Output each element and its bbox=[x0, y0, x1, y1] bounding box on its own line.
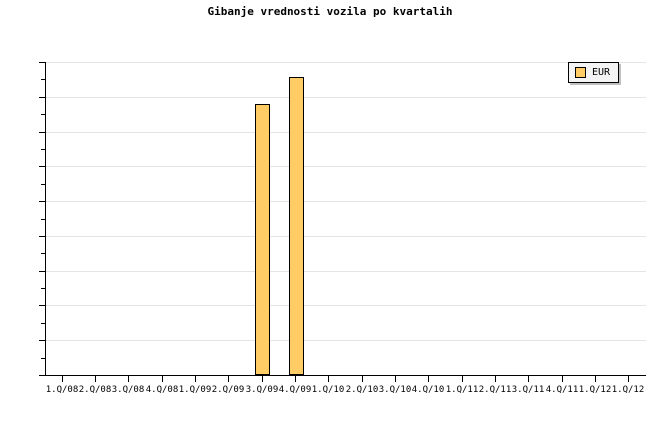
y-axis-minor-tick bbox=[41, 357, 45, 359]
y-axis-minor-tick bbox=[41, 253, 45, 255]
x-axis-label: 4.Q/11 bbox=[545, 385, 579, 395]
x-axis-tick bbox=[395, 376, 396, 382]
x-axis-label: 1.Q/12 bbox=[578, 385, 612, 395]
bar[interactable] bbox=[289, 77, 304, 375]
chart-legend[interactable]: EUR bbox=[568, 62, 620, 83]
x-axis-label: 4.Q/10 bbox=[411, 385, 445, 395]
x-axis-label: 1.Q/11 bbox=[445, 385, 479, 395]
x-axis-label: 1.Q/09 bbox=[178, 385, 212, 395]
y-axis-tick bbox=[39, 375, 45, 376]
x-axis-label: 1.Q/12 bbox=[611, 385, 645, 395]
y-axis-tick bbox=[39, 201, 45, 203]
y-axis-minor-tick bbox=[41, 148, 45, 150]
x-axis-tick bbox=[562, 376, 563, 382]
y-axis-minor-tick bbox=[41, 288, 45, 290]
x-axis-tick bbox=[195, 376, 196, 382]
legend-swatch-eur bbox=[575, 67, 586, 78]
x-axis-tick bbox=[595, 376, 596, 382]
y-axis-tick bbox=[39, 62, 45, 63]
y-axis-minor-tick bbox=[41, 218, 45, 220]
y-axis-tick bbox=[39, 131, 45, 133]
y-axis-tick bbox=[39, 235, 45, 237]
y-axis-minor-tick bbox=[41, 183, 45, 185]
chart-title: Gibanje vrednosti vozila po kvartalih bbox=[207, 5, 453, 18]
x-axis-label: 3.Q/09 bbox=[245, 385, 279, 395]
y-axis-tick bbox=[39, 166, 45, 168]
x-axis-label: 3.Q/11 bbox=[511, 385, 545, 395]
gridline bbox=[46, 97, 646, 98]
gridline bbox=[46, 62, 646, 63]
y-axis-tick bbox=[39, 270, 45, 272]
y-axis: 0100020003000400050006000700080009000 bbox=[0, 0, 45, 440]
gridline bbox=[46, 340, 646, 341]
x-axis-label: 1.Q/08 bbox=[45, 385, 79, 395]
y-axis-minor-tick bbox=[41, 114, 45, 116]
y-axis-minor-tick bbox=[41, 322, 45, 324]
y-axis-tick bbox=[39, 340, 45, 342]
x-axis-tick bbox=[495, 376, 496, 382]
y-axis-minor-tick bbox=[41, 79, 45, 81]
x-axis-label: 2.Q/11 bbox=[478, 385, 512, 395]
x-axis-tick bbox=[62, 376, 63, 382]
x-axis-tick bbox=[228, 376, 229, 382]
y-axis-tick bbox=[39, 96, 45, 98]
x-axis-label: 2.Q/08 bbox=[78, 385, 112, 395]
x-axis-tick bbox=[262, 376, 263, 382]
x-axis-tick bbox=[328, 376, 329, 382]
x-axis-label: 4.Q/08 bbox=[145, 385, 179, 395]
x-axis-tick bbox=[95, 376, 96, 382]
x-axis-tick bbox=[462, 376, 463, 382]
x-axis-label: 2.Q/10 bbox=[345, 385, 379, 395]
gridline bbox=[46, 132, 646, 133]
x-axis-label: 3.Q/10 bbox=[378, 385, 412, 395]
x-axis-tick bbox=[295, 376, 296, 382]
x-axis-label: 3.Q/08 bbox=[111, 385, 145, 395]
gridline bbox=[46, 166, 646, 167]
x-axis-tick bbox=[162, 376, 163, 382]
plot-area bbox=[45, 62, 646, 376]
bar[interactable] bbox=[255, 104, 270, 375]
x-axis-label: 2.Q/09 bbox=[211, 385, 245, 395]
gridline bbox=[46, 201, 646, 202]
x-axis-tick bbox=[362, 376, 363, 382]
gridline bbox=[46, 236, 646, 237]
y-axis-tick bbox=[39, 305, 45, 307]
x-axis-tick bbox=[128, 376, 129, 382]
gridline bbox=[46, 305, 646, 306]
x-axis-label: 4.Q/09 bbox=[278, 385, 312, 395]
x-axis-tick bbox=[628, 376, 629, 382]
gridline bbox=[46, 271, 646, 272]
x-axis-tick bbox=[528, 376, 529, 382]
x-axis-label: 1.Q/10 bbox=[311, 385, 345, 395]
legend-label-eur: EUR bbox=[592, 67, 611, 78]
x-axis-tick bbox=[428, 376, 429, 382]
